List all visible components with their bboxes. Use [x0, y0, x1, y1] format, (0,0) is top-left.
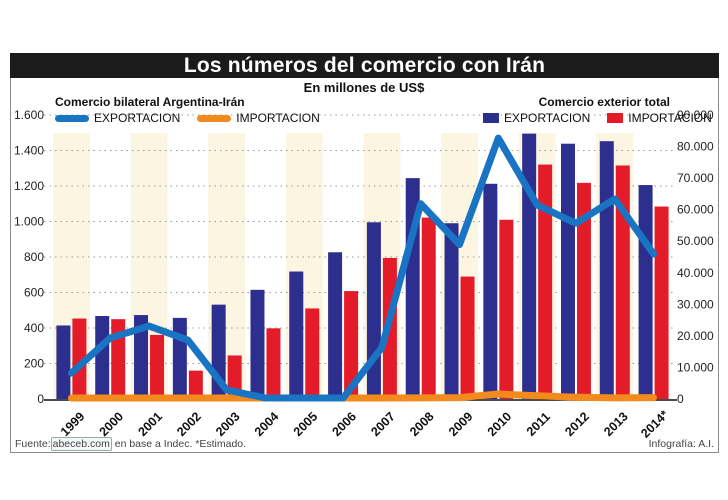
- x-axis-labels: 1999 2000 2001 2002 2003 2004 2005 2006 2007 2008…: [58, 408, 672, 441]
- bar-export-total: [172, 317, 187, 399]
- bar-import-total: [150, 334, 165, 399]
- left-tick-label: 800: [24, 250, 44, 264]
- right-axis-title: Comercio exterior total: [538, 95, 670, 109]
- x-tick-label: 2006: [329, 409, 359, 439]
- bar-export-total: [250, 289, 265, 399]
- left-tick-label: 1.600: [14, 108, 44, 122]
- legend-import-line-swatch: [197, 114, 232, 122]
- x-tick-label: 2002: [174, 409, 204, 439]
- bar-export-total: [638, 185, 653, 399]
- source-suffix: en base a Indec. *Estimado.: [114, 438, 247, 450]
- x-tick-label: 2007: [368, 409, 398, 439]
- bar-import-total: [188, 370, 203, 399]
- x-tick-label: 2013: [601, 409, 631, 439]
- legend-import-bar-swatch: [607, 113, 624, 123]
- source-prefix: Fuente:: [15, 438, 51, 450]
- bar-export-total: [560, 143, 575, 399]
- infographic-credit: Infografía: A.I.: [648, 438, 714, 450]
- bar-export-total: [95, 316, 110, 399]
- right-tick-label: 10.000: [677, 360, 714, 374]
- bar-export-total: [483, 183, 498, 399]
- x-tick-label: 2011: [524, 410, 553, 439]
- x-tick-label: 2012: [562, 409, 592, 439]
- right-tick-label: 90.000: [677, 108, 714, 122]
- bar-export-total: [599, 141, 614, 400]
- bar-import-total: [538, 164, 553, 399]
- source-note: Fuente: abeceb.com en base a Indec. *Esti…: [15, 437, 247, 451]
- bar-import-total: [421, 217, 436, 399]
- right-axis-ticks: 0 10.000 20.000 30.000 40.000 50.000 60.000 70.…: [677, 108, 714, 406]
- x-tick-label: 2003: [213, 409, 243, 439]
- right-tick-label: 30.000: [677, 297, 714, 311]
- left-tick-label: 0: [37, 392, 44, 406]
- right-tick-label: 50.000: [677, 234, 714, 248]
- bar-import-total: [499, 219, 514, 399]
- bar-import-total: [305, 308, 320, 399]
- legend-export-line-label: EXPORTACION: [94, 111, 181, 125]
- bar-import-total: [72, 318, 87, 399]
- chart-subtitle: En millones de US$: [303, 80, 425, 95]
- right-tick-label: 0: [677, 392, 684, 406]
- left-tick-label: 600: [24, 286, 44, 300]
- left-tick-label: 1.000: [14, 215, 44, 229]
- bar-import-total: [266, 328, 281, 399]
- right-tick-label: 70.000: [677, 171, 714, 185]
- x-tick-label: 2005: [291, 409, 321, 439]
- legend-import-bar-label: IMPORTACION: [628, 111, 712, 125]
- x-tick-label: 2000: [97, 409, 127, 439]
- bar-export-total: [444, 223, 459, 399]
- x-tick-label: 2009: [446, 409, 476, 439]
- bar-export-total: [328, 252, 343, 399]
- bar-import-total: [344, 291, 359, 399]
- right-tick-label: 20.000: [677, 329, 714, 343]
- legend-import-line-label: IMPORTACION: [236, 111, 320, 125]
- left-tick-label: 1.400: [14, 144, 44, 158]
- x-tick-label: 2014*: [638, 408, 671, 441]
- x-tick-label: 2008: [407, 409, 437, 439]
- x-tick-label: 1999: [58, 409, 88, 439]
- bar-export-total: [289, 271, 304, 399]
- left-tick-label: 400: [24, 321, 44, 335]
- left-tick-label: 1.200: [14, 179, 44, 193]
- x-tick-label: 2001: [135, 409, 165, 439]
- right-tick-label: 60.000: [677, 203, 714, 217]
- bar-import-total: [615, 165, 630, 399]
- legend-bilateral: EXPORTACION IMPORTACION: [55, 111, 332, 125]
- legend-export-bar-label: EXPORTACION: [504, 111, 591, 125]
- line-import-bilateral: [67, 390, 658, 402]
- bar-export-total: [56, 325, 71, 399]
- left-axis-title: Comercio bilateral Argentina-Irán: [55, 95, 245, 109]
- bar-import-total: [460, 276, 475, 399]
- chart-title: Los números del comercio con Irán: [10, 53, 719, 78]
- bar-export-total: [522, 133, 537, 399]
- legend-export-bar-swatch: [483, 113, 499, 123]
- right-tick-label: 40.000: [677, 266, 714, 280]
- bar-export-total: [134, 315, 149, 399]
- legend-total: EXPORTACION IMPORTACION: [483, 111, 724, 125]
- line-export-bilateral: [67, 134, 658, 402]
- line-series: [67, 134, 658, 402]
- source-link[interactable]: abeceb.com: [50, 437, 112, 451]
- x-tick-label: 2004: [252, 409, 282, 439]
- right-tick-label: 80.000: [677, 140, 714, 154]
- left-tick-label: 200: [24, 357, 44, 371]
- bar-series: [56, 133, 669, 400]
- legend-export-line-swatch: [55, 114, 89, 122]
- bar-import-total: [576, 182, 591, 399]
- x-tick-label: 2010: [485, 409, 515, 439]
- left-axis-ticks: 0 200 400 600 800 1.000 1.200 1.400 1.600: [14, 108, 44, 406]
- bar-export-total: [366, 222, 381, 399]
- bar-import-total: [654, 206, 669, 399]
